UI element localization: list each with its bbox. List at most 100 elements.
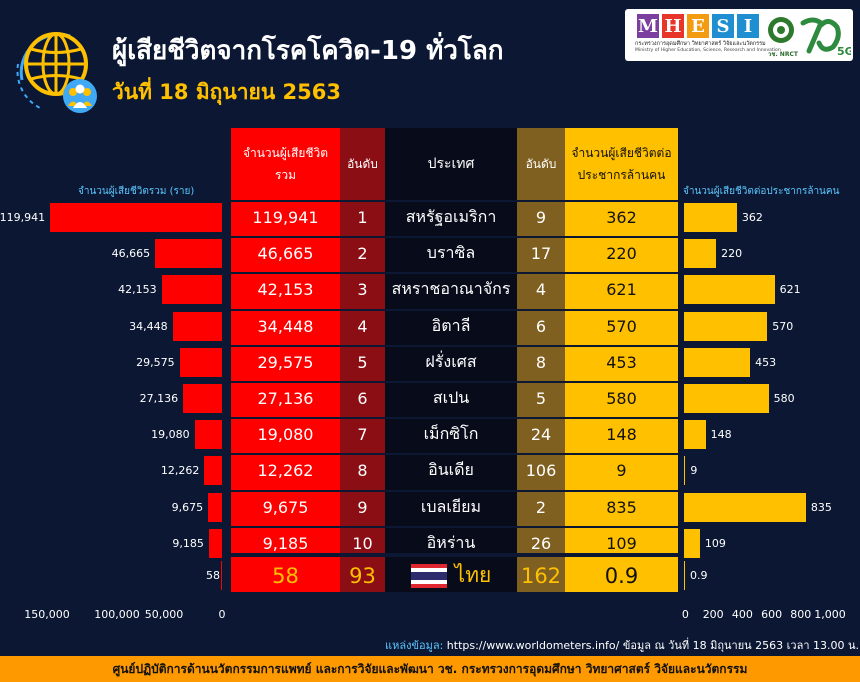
left-chart-title: จำนวนผู้เสียชีวิตรวม (ราย) xyxy=(78,186,195,197)
header-total: จำนวนผู้เสียชีวิต รวม xyxy=(242,146,329,182)
cell-total: 119,941 xyxy=(252,208,319,227)
source-line: แหล่งข้อมูล: https://www.worldometers.in… xyxy=(385,636,859,654)
anniversary-5g-logo-icon: 5G xyxy=(800,17,851,57)
cell-rank-per-million: 24 xyxy=(530,425,552,445)
bar-total-deaths xyxy=(155,239,222,269)
cell-rank-per-million: 9 xyxy=(535,208,547,227)
bar-deaths-per-million xyxy=(684,492,806,522)
bar-deaths-per-million xyxy=(684,456,686,486)
bar-deaths-per-million xyxy=(684,203,737,232)
header-rank-per-million: อันดับ xyxy=(525,157,557,171)
label-deaths-per-million: 570 xyxy=(772,319,794,333)
cell-per-million: 148 xyxy=(606,425,637,445)
thailand-separator xyxy=(231,553,678,557)
header-country: ประเทศ xyxy=(427,156,475,172)
thailand-per-million: 0.9 xyxy=(604,563,639,588)
column-rank-per-million-bg xyxy=(517,128,565,592)
label-total-deaths: 42,153 xyxy=(118,283,157,297)
cell-rank: 7 xyxy=(357,425,368,445)
cell-rank-per-million: 8 xyxy=(535,352,547,372)
right-axis-tick: 200 xyxy=(702,608,724,621)
page-date: วันที่ 18 มิถุนายน 2563 xyxy=(112,80,341,104)
page-title: ผู้เสียชีวิตจากโรคโควิด-19 ทั่วโลก xyxy=(112,36,504,66)
label-deaths-per-million: 580 xyxy=(773,392,795,405)
bar-total-deaths xyxy=(50,203,222,232)
cell-rank: 6 xyxy=(357,389,368,408)
cell-per-million: 570 xyxy=(606,316,637,336)
fiveg-label: 5G xyxy=(837,45,851,57)
row-separator xyxy=(231,525,678,528)
label-total-deaths: 27,136 xyxy=(139,392,179,405)
cell-total: 29,575 xyxy=(257,352,314,372)
cell-country: อิหร่าน xyxy=(426,532,476,552)
right-axis-tick: 1,000 xyxy=(814,608,846,621)
bar-total-deaths xyxy=(221,561,222,590)
bar-total-deaths xyxy=(208,492,222,522)
label-deaths-per-million: 9 xyxy=(690,464,698,478)
bar-deaths-per-million xyxy=(684,420,706,450)
right-axis-tick: 600 xyxy=(761,608,783,621)
cell-country: เบลเยียม xyxy=(420,496,482,516)
bar-total-deaths xyxy=(194,420,222,450)
right-axis-tick: 400 xyxy=(731,608,753,621)
label-total-deaths: 9,675 xyxy=(171,500,204,514)
row-separator xyxy=(231,417,678,420)
mhesi-name-th: กระทรวงการอุดมศึกษา วิทยาศาสตร์ วิจัยและ… xyxy=(635,41,766,47)
thailand-rank: 93 xyxy=(349,563,376,588)
bar-total-deaths xyxy=(208,528,222,558)
cell-rank: 3 xyxy=(357,280,368,300)
cell-total: 9,185 xyxy=(262,533,309,553)
cell-rank: 9 xyxy=(357,497,368,517)
nrct-label: วช. NRCT xyxy=(768,51,798,58)
cell-per-million: 580 xyxy=(606,389,637,408)
mhesi-letter: S xyxy=(712,14,734,38)
row-separator xyxy=(231,308,678,311)
cell-rank: 8 xyxy=(357,461,368,481)
cell-rank: 5 xyxy=(357,352,368,372)
bar-deaths-per-million xyxy=(684,275,775,305)
cell-total: 19,080 xyxy=(257,425,314,445)
bar-deaths-per-million xyxy=(684,311,768,341)
cell-per-million: 835 xyxy=(606,497,637,517)
cell-country: สหราชอาณาจักร xyxy=(391,279,511,299)
label-deaths-per-million: 453 xyxy=(755,355,777,369)
bar-total-deaths xyxy=(161,275,222,305)
bar-deaths-per-million xyxy=(684,528,700,558)
cell-total: 46,665 xyxy=(257,244,314,264)
thailand-flag-icon xyxy=(410,563,447,588)
cell-total: 12,262 xyxy=(257,461,314,481)
label-deaths-per-million: 148 xyxy=(710,428,732,442)
cell-per-million: 220 xyxy=(606,244,637,264)
label-total-deaths: 29,575 xyxy=(136,355,175,369)
footer-bar: ศูนย์ปฏิบัติการด้านนวัตกรรมการแพทย์ และก… xyxy=(0,656,860,682)
label-deaths-per-million: 621 xyxy=(779,283,801,297)
cell-rank: 10 xyxy=(352,533,373,553)
left-axis-tick: 50,000 xyxy=(144,608,184,621)
thailand-country: ไทย xyxy=(385,557,517,594)
nrct-emblem-icon xyxy=(768,17,794,43)
right-axis-tick: 800 xyxy=(790,608,812,621)
cell-country: สหรัฐอเมริกา xyxy=(405,207,497,226)
mhesi-letter: H xyxy=(662,14,684,38)
row-separator xyxy=(231,200,678,202)
label-deaths-per-million: 0.9 xyxy=(690,569,708,582)
label-total-deaths: 46,665 xyxy=(111,247,151,261)
bar-total-deaths xyxy=(172,311,222,341)
row-separator xyxy=(231,489,678,492)
cell-rank-per-million: 4 xyxy=(535,280,547,300)
left-axis-tick: 0 xyxy=(218,608,226,621)
header-rank: อันดับ xyxy=(347,157,378,171)
cell-per-million: 621 xyxy=(606,280,637,300)
mhesi-letter: I xyxy=(737,14,759,38)
label-total-deaths: 19,080 xyxy=(151,428,190,442)
row-separator xyxy=(231,236,678,239)
bar-deaths-per-million xyxy=(684,384,769,413)
left-axis-tick: 150,000 xyxy=(24,608,70,621)
header-per-million: จำนวนผู้เสียชีวิตต่อ ประชากรล้านคน xyxy=(571,146,672,182)
column-total-bg xyxy=(231,128,340,592)
source-label: แหล่งข้อมูล: xyxy=(385,639,444,652)
label-total-deaths: 119,941 xyxy=(0,211,46,224)
bar-total-deaths xyxy=(204,456,222,486)
bar-total-deaths xyxy=(183,384,222,413)
cell-country: สเปน xyxy=(432,388,470,407)
